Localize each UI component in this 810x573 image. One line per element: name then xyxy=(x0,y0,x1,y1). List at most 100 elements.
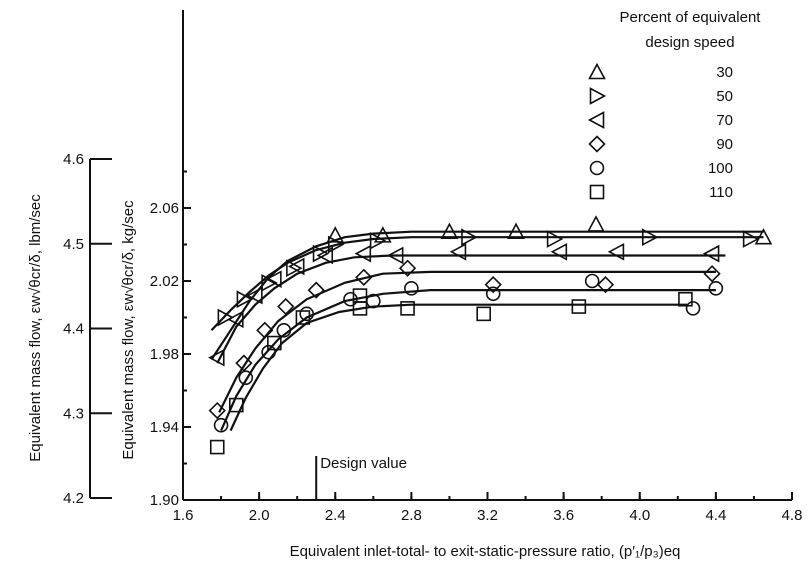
y-axis-title-kg: Equivalent mass flow, εw√θcr/δ, kg/sec xyxy=(120,200,137,460)
legend-label-90: 90 xyxy=(716,136,733,153)
point-100 xyxy=(238,370,254,386)
point-90 xyxy=(398,259,417,277)
fitted-curves xyxy=(210,230,764,432)
x-tick-label: 4.0 xyxy=(629,507,650,524)
curve-30 xyxy=(210,230,764,361)
point-90 xyxy=(355,268,373,286)
point-110 xyxy=(352,301,368,316)
legend-marker-90 xyxy=(588,135,606,153)
x-tick-label: 2.4 xyxy=(325,507,346,524)
legend-label-100: 100 xyxy=(708,160,733,177)
y-axis-title-lbm: Equivalent mass flow, εw√θcr/δ, lbm/sec xyxy=(27,194,44,462)
point-90 xyxy=(208,401,226,420)
point-70 xyxy=(354,244,372,263)
design-value-label: Design value xyxy=(320,455,407,472)
curve-50 xyxy=(210,236,764,332)
point-110 xyxy=(678,291,693,307)
legend-label-30: 30 xyxy=(716,64,733,81)
point-90 xyxy=(235,354,253,372)
point-70 xyxy=(702,244,720,263)
legend-marker-100 xyxy=(589,160,605,176)
x-tick-label: 3.2 xyxy=(477,507,498,524)
point-100 xyxy=(343,291,358,307)
point-110 xyxy=(400,301,415,316)
point-70 xyxy=(316,246,334,265)
point-90 xyxy=(596,276,615,294)
point-50 xyxy=(236,290,254,309)
point-70 xyxy=(449,242,467,261)
x-tick-label: 2.0 xyxy=(249,507,270,524)
lbm-tick-label: 4.4 xyxy=(63,321,84,338)
point-100 xyxy=(708,280,724,296)
legend-marker-110 xyxy=(589,184,605,200)
lbm-tick-label: 4.3 xyxy=(63,405,84,422)
point-50 xyxy=(369,232,387,250)
lbm-tick-label: 4.6 xyxy=(63,151,84,168)
point-70 xyxy=(607,242,625,261)
y-tick-label: 2.06 xyxy=(150,200,179,217)
point-110 xyxy=(228,397,244,413)
point-110 xyxy=(476,306,491,322)
point-30 xyxy=(587,215,605,232)
x-axis-title: Equivalent inlet-total- to exit-static-p… xyxy=(290,543,681,560)
data-points xyxy=(208,215,773,455)
point-90 xyxy=(277,297,295,316)
point-110 xyxy=(571,299,587,314)
point-100 xyxy=(299,306,315,322)
legend: Percent of equivalent design speed 30 50 7… xyxy=(587,9,762,201)
point-100 xyxy=(584,273,600,289)
legend-label-110: 110 xyxy=(709,184,733,201)
point-90 xyxy=(256,321,274,339)
x-tick-label: 4.8 xyxy=(782,507,803,524)
lbm-tick-label: 4.2 xyxy=(63,490,84,507)
x-tick-label: 4.4 xyxy=(705,507,726,524)
point-100 xyxy=(485,286,501,302)
point-70 xyxy=(550,242,568,261)
curve-110 xyxy=(229,303,688,432)
design-value-marker: Design value xyxy=(315,455,407,500)
point-70 xyxy=(265,270,282,289)
point-50 xyxy=(261,273,278,292)
point-50 xyxy=(641,228,659,247)
point-30 xyxy=(440,222,459,240)
point-70 xyxy=(208,348,225,367)
y-tick-label: 1.98 xyxy=(150,346,179,363)
legend-marker-50 xyxy=(589,87,607,105)
point-70 xyxy=(386,246,404,265)
lbm-tick-label: 4.5 xyxy=(63,236,84,253)
point-30 xyxy=(507,222,525,240)
legend-label-50: 50 xyxy=(716,88,733,105)
point-70 xyxy=(287,257,305,276)
point-100 xyxy=(404,280,419,296)
y-tick-label: 1.90 xyxy=(150,492,179,509)
x-tick-label: 1.6 xyxy=(173,507,194,524)
curve-100 xyxy=(220,289,716,432)
point-50 xyxy=(461,228,478,247)
y-tick-label: 2.02 xyxy=(150,273,179,290)
point-110 xyxy=(209,439,225,455)
point-30 xyxy=(754,228,773,245)
curve-90 xyxy=(218,270,716,413)
point-50 xyxy=(217,308,235,327)
point-70 xyxy=(246,286,263,305)
axes: 1.6 2.0 2.4 2.8 3.2 3.6 4.0 4.4 4.8 1.90 1.94 1.98 2… xyxy=(63,10,802,524)
x-tick-label: 3.6 xyxy=(553,507,574,524)
point-100 xyxy=(276,322,292,338)
legend-label-70: 70 xyxy=(716,112,733,129)
point-50 xyxy=(742,230,760,248)
point-100 xyxy=(685,301,701,316)
point-70 xyxy=(227,310,244,329)
legend-title-line-2: design speed xyxy=(645,34,734,51)
point-100 xyxy=(213,417,229,433)
x-tick-label: 2.8 xyxy=(401,507,422,524)
legend-marker-30 xyxy=(588,62,606,80)
point-30 xyxy=(326,226,345,243)
point-90 xyxy=(703,265,721,283)
legend-title-line-1: Percent of equivalent xyxy=(620,9,762,26)
point-50 xyxy=(327,235,345,254)
point-50 xyxy=(546,230,564,248)
y-tick-label: 1.94 xyxy=(150,419,179,436)
point-90 xyxy=(484,276,502,294)
